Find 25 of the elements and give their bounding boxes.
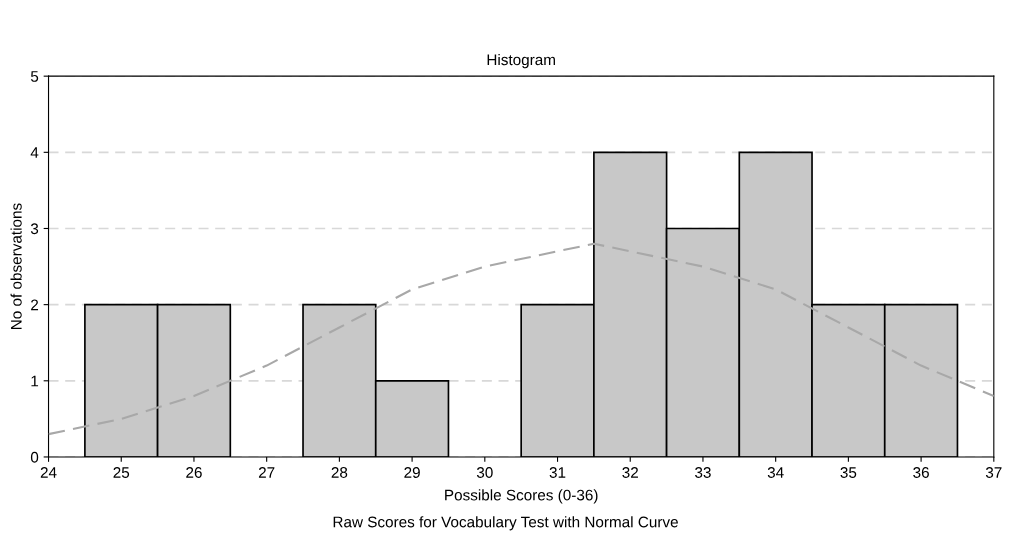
x-tick-label: 33	[695, 467, 711, 478]
y-tick-label: 0	[30, 451, 39, 463]
x-tick-label: 28	[331, 467, 348, 478]
y-tick-label: 2	[31, 299, 39, 311]
x-axis-title: Possible Scores (0-36)	[445, 489, 598, 504]
y-tick-label: 4	[30, 147, 39, 158]
y-axis-title: No of observations	[10, 203, 22, 329]
text: Raw Scores for Vocabulary Test with Normal Curve	[333, 516, 678, 531]
x-tick-label: 26	[186, 467, 202, 478]
x-tick-label: 31	[549, 467, 566, 478]
x-tick-label: 36	[913, 467, 929, 478]
x-tick-label: 35	[840, 467, 857, 478]
x-tick-label: 24	[40, 467, 57, 478]
x-tick-label: 34	[767, 467, 784, 478]
y-tick-label: 3	[30, 223, 39, 235]
x-tick-label: 30	[476, 467, 493, 478]
line-series	[48, 242, 994, 436]
x-tick-label: 27	[258, 467, 275, 478]
y-tick-label: 1	[31, 375, 39, 387]
x-tick-label: 29	[404, 467, 420, 478]
x-tick-label: 25	[113, 467, 130, 478]
x-tick-label: 37	[985, 467, 1002, 478]
x-tick-label: 32	[622, 467, 638, 478]
y-tick-label: 5	[30, 71, 39, 82]
chart-title: Histogram	[487, 53, 555, 69]
